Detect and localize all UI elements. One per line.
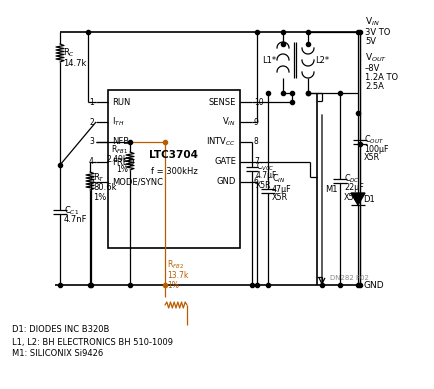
Text: 1: 1 [89,98,94,107]
Text: 4: 4 [89,158,94,166]
Text: 4.7nF: 4.7nF [64,216,87,224]
Text: X5R: X5R [363,154,379,163]
Text: 5V: 5V [364,37,375,46]
Text: 10: 10 [253,98,263,107]
Text: 22µF: 22µF [343,184,363,193]
Text: R$_C$: R$_C$ [63,47,75,59]
Text: X5R: X5R [271,193,287,203]
Text: D1: D1 [362,194,374,203]
Text: 3: 3 [89,137,94,147]
Text: f = 300kHz: f = 300kHz [150,168,197,177]
Text: L1*: L1* [261,56,276,65]
Text: 47µF: 47µF [271,184,291,193]
Text: 3V TO: 3V TO [364,28,389,37]
Text: 6: 6 [253,177,258,186]
Text: L2*: L2* [314,56,328,65]
Text: R$_T$: R$_T$ [93,172,105,184]
Text: 2.49k: 2.49k [106,156,128,165]
Text: 100µF: 100µF [363,144,388,154]
Text: 13.7k: 13.7k [167,270,188,280]
Text: C$_{VCC}$: C$_{VCC}$ [256,161,274,173]
Text: C$_{IN}$: C$_{IN}$ [271,173,285,185]
Text: MODE/SYNC: MODE/SYNC [112,177,163,186]
Text: LTC3704: LTC3704 [149,150,198,160]
Text: X5R: X5R [256,180,271,189]
Bar [108,90,240,248]
Text: NFB: NFB [112,137,129,147]
Text: C$_{C1}$: C$_{C1}$ [64,205,79,217]
Text: C$_{DC}$: C$_{DC}$ [343,173,359,185]
Polygon shape [350,193,364,205]
Text: 2: 2 [89,117,94,126]
Text: 7: 7 [253,158,258,166]
Text: V$_{OUT}$: V$_{OUT}$ [364,52,386,64]
Text: M1: M1 [324,184,337,193]
Text: 1%: 1% [93,193,106,203]
Text: C$_{OUT}$: C$_{OUT}$ [363,134,383,146]
Text: –8V: –8V [364,63,379,72]
Text: INTV$_{CC}$: INTV$_{CC}$ [206,136,236,148]
Text: FREQ: FREQ [112,158,134,166]
Text: V$_{IN}$: V$_{IN}$ [364,16,379,28]
Text: GND: GND [216,177,236,186]
Text: 2.5A: 2.5A [364,82,383,91]
Text: 14.7k: 14.7k [63,58,86,68]
Text: 4.7µF: 4.7µF [256,172,277,180]
Text: V$_{IN}$: V$_{IN}$ [222,116,236,128]
Text: 80.6k: 80.6k [93,184,116,193]
Text: 1%: 1% [116,165,128,175]
Text: R$_{FB2}$: R$_{FB2}$ [167,259,184,271]
Text: 5: 5 [89,177,94,186]
Text: L1, L2: BH ELECTRONICS BH 510-1009: L1, L2: BH ELECTRONICS BH 510-1009 [12,338,173,347]
Text: GATE: GATE [214,158,236,166]
Text: GND: GND [363,280,384,289]
Text: 1.2A TO: 1.2A TO [364,72,397,82]
Text: M1: SILICONIX Si9426: M1: SILICONIX Si9426 [12,349,103,359]
Text: R$_{FB1}$: R$_{FB1}$ [111,144,128,156]
Text: I$_{TH}$: I$_{TH}$ [112,116,124,128]
Text: X5R: X5R [343,193,359,202]
Text: 8: 8 [253,137,258,147]
Text: SENSE: SENSE [208,98,236,107]
Text: DN282 F02: DN282 F02 [329,275,368,281]
Text: RUN: RUN [112,98,130,107]
Text: D1: DIODES INC B320B: D1: DIODES INC B320B [12,326,109,335]
Text: 9: 9 [253,117,258,126]
Text: 1%: 1% [167,280,178,289]
